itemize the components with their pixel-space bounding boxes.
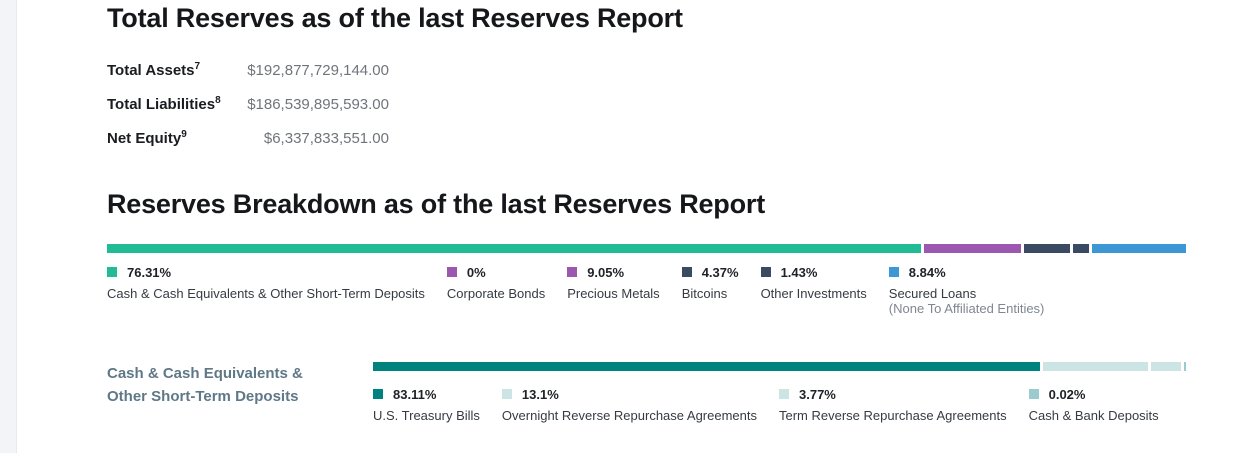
- totals-row-net-equity: Net Equity9 $6,337,833,551.00: [107, 129, 389, 147]
- legend-label: U.S. Treasury Bills: [373, 408, 480, 423]
- legend-item-bitcoins: 4.37% Bitcoins: [681, 264, 739, 301]
- bar-segment-other-investments: [1073, 244, 1089, 253]
- cash-breakdown-legend: 83.11% U.S. Treasury Bills 13.1% Overnight …: [373, 386, 1186, 423]
- cash-equivalents-section: Cash & Cash Equivalents & Other Short-Te…: [107, 362, 1186, 423]
- legend-percent: 4.37%: [701, 264, 739, 280]
- legend-label: Precious Metals: [567, 286, 660, 301]
- legend-percent: 76.31%: [127, 264, 172, 280]
- cash-breakdown-chart: 83.11% U.S. Treasury Bills 13.1% Overnight …: [373, 362, 1186, 423]
- bar-segment-secured-loans: [1091, 244, 1186, 253]
- legend-item-cash-cash-equivalents-other-short-term-deposits: 76.31% Cash & Cash Equivalents & Other Sh…: [107, 264, 425, 301]
- legend-head: 8.84%: [888, 264, 1045, 280]
- legend-item-cash-bank-deposits: 0.02% Cash & Bank Deposits: [1028, 386, 1159, 423]
- legend-head: 76.31%: [107, 264, 425, 280]
- cash-section-label-line2: Other Short-Term Deposits: [107, 388, 299, 405]
- cash-section-label-line1: Cash & Cash Equivalents &: [107, 365, 303, 382]
- legend-item-u-s-treasury-bills: 83.11% U.S. Treasury Bills: [373, 386, 480, 423]
- bar-segment-overnight-reverse-repurchase-agreements: [1042, 362, 1148, 371]
- legend-percent: 1.43%: [780, 264, 818, 280]
- reserves-breakdown-bar: [107, 244, 1186, 253]
- legend-color-chip: [779, 389, 789, 399]
- legend-color-chip: [501, 389, 512, 399]
- cash-breakdown-bar: [373, 362, 1186, 371]
- legend-percent: 8.84%: [908, 264, 946, 280]
- legend-head: 13.1%: [501, 386, 757, 402]
- legend-label: Term Reverse Repurchase Agreements: [779, 408, 1007, 423]
- legend-item-other-investments: 1.43% Other Investments: [760, 264, 867, 301]
- legend-head: 1.43%: [760, 264, 867, 280]
- legend-color-chip: [888, 267, 899, 277]
- totals-row-total-liabilities: Total Liabilities8 $186,539,895,593.00: [107, 95, 389, 113]
- totals-row-value: $6,337,833,551.00: [263, 130, 389, 147]
- reserves-report-content: Total Reserves as of the last Reserves R…: [107, 0, 1186, 423]
- totals-table: Total Assets7 $192,877,729,144.00 Total Li…: [107, 61, 389, 147]
- totals-row-value: $192,877,729,144.00: [247, 62, 389, 79]
- legend-label: Bitcoins: [681, 286, 728, 301]
- legend-label: Cash & Bank Deposits: [1028, 408, 1159, 423]
- legend-label: Corporate Bonds: [446, 286, 546, 301]
- legend-label: Cash & Cash Equivalents & Other Short-Te…: [107, 286, 425, 301]
- legend-color-chip: [446, 267, 457, 277]
- legend-item-term-reverse-repurchase-agreements: 3.77% Term Reverse Repurchase Agreements: [779, 386, 1007, 423]
- totals-row-total-assets: Total Assets7 $192,877,729,144.00: [107, 61, 389, 79]
- bar-segment-cash-cash-equivalents-other-short-term-deposits: [107, 244, 922, 253]
- legend-head: 0%: [446, 264, 545, 280]
- legend-color-chip: [567, 267, 578, 277]
- reserves-breakdown-legend: 76.31% Cash & Cash Equivalents & Other Sh…: [107, 264, 1186, 316]
- totals-row-label: Total Liabilities8: [107, 95, 221, 113]
- legend-percent: 3.77%: [799, 386, 836, 402]
- legend-color-chip: [681, 267, 692, 277]
- legend-item-corporate-bonds: 0% Corporate Bonds: [446, 264, 546, 301]
- cash-section-label: Cash & Cash Equivalents & Other Short-Te…: [107, 362, 373, 423]
- legend-label: Overnight Reverse Repurchase Agreements: [501, 408, 757, 423]
- left-gutter: [0, 0, 17, 453]
- legend-item-overnight-reverse-repurchase-agreements: 13.1% Overnight Reverse Repurchase Agreem…: [501, 386, 757, 423]
- legend-head: 4.37%: [681, 264, 739, 280]
- legend-color-chip: [1028, 389, 1039, 399]
- footnote-marker: 8: [215, 95, 221, 106]
- footnote-marker: 7: [194, 61, 201, 72]
- legend-percent: 0.02%: [1048, 386, 1086, 402]
- legend-label: Other Investments: [760, 286, 867, 301]
- legend-item-precious-metals: 9.05% Precious Metals: [567, 264, 660, 301]
- legend-head: 9.05%: [567, 264, 659, 280]
- total-reserves-heading: Total Reserves as of the last Reserves R…: [107, 3, 683, 33]
- legend-head: 0.02%: [1028, 386, 1159, 402]
- legend-color-chip: [107, 267, 117, 277]
- legend-label: Secured Loans: [888, 286, 977, 301]
- bar-segment-u-s-treasury-bills: [373, 362, 1040, 371]
- bar-segment-bitcoins: [1023, 244, 1071, 253]
- totals-row-label: Total Assets7: [107, 61, 201, 79]
- legend-head: 3.77%: [779, 386, 1007, 402]
- bar-segment-term-reverse-repurchase-agreements: [1150, 362, 1181, 371]
- reserves-breakdown-heading: Reserves Breakdown as of the last Reserv…: [107, 189, 765, 219]
- legend-percent: 83.11%: [393, 386, 437, 402]
- legend-percent: 9.05%: [587, 264, 625, 280]
- legend-color-chip: [373, 389, 383, 399]
- legend-color-chip: [760, 267, 771, 277]
- legend-percent: 13.1%: [521, 386, 559, 402]
- bar-segment-cash-bank-deposits: [1184, 362, 1186, 371]
- footnote-marker: 9: [181, 129, 187, 140]
- legend-head: 83.11%: [373, 386, 480, 402]
- totals-row-value: $186,539,895,593.00: [247, 96, 389, 113]
- totals-row-label: Net Equity9: [107, 129, 187, 147]
- legend-note: (None To Affiliated Entities): [888, 301, 1045, 316]
- legend-percent: 0%: [466, 264, 486, 280]
- legend-item-secured-loans: 8.84% Secured Loans (None To Affiliated En…: [888, 264, 1045, 316]
- bar-segment-precious-metals: [924, 244, 1021, 253]
